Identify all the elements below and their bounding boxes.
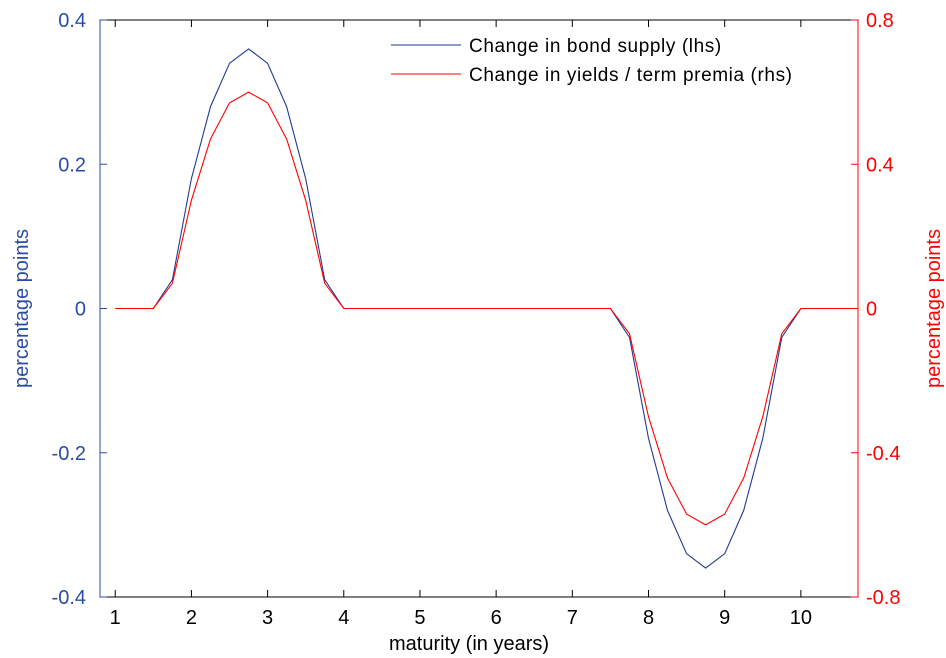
x-tick-label: 10 xyxy=(790,607,812,629)
x-tick-label: 7 xyxy=(567,607,578,629)
legend-label: Change in bond supply (lhs) xyxy=(469,36,722,57)
left-y-tick-label: 0 xyxy=(75,299,86,321)
left-y-tick-label: 0.2 xyxy=(58,154,86,176)
left-y-axis-title: percentage points xyxy=(11,229,33,388)
x-tick-label: 3 xyxy=(262,607,273,629)
x-tick-label: 1 xyxy=(110,607,121,629)
right-y-tick-label: 0.8 xyxy=(866,10,894,32)
x-tick-label: 9 xyxy=(719,607,730,629)
x-tick-label: 6 xyxy=(491,607,502,629)
x-tick-label: 8 xyxy=(643,607,654,629)
left-y-tick-label: -0.4 xyxy=(52,587,86,609)
x-tick-label: 5 xyxy=(414,607,425,629)
right-y-tick-label: -0.4 xyxy=(866,443,900,465)
x-tick-label: 2 xyxy=(186,607,197,629)
legend-label: Change in yields / term premia (rhs) xyxy=(469,65,793,86)
left-y-tick-label: -0.2 xyxy=(52,443,86,465)
left-y-tick-label: 0.4 xyxy=(58,10,86,32)
right-y-axis-title: percentage points xyxy=(923,229,945,388)
x-tick-label: 4 xyxy=(338,607,349,629)
x-axis-title: maturity (in years) xyxy=(389,633,549,655)
right-y-tick-label: 0 xyxy=(866,299,877,321)
right-y-tick-label: 0.4 xyxy=(866,154,894,176)
series-line-yields-term-premia xyxy=(115,91,858,526)
right-y-tick-label: -0.8 xyxy=(866,587,900,609)
